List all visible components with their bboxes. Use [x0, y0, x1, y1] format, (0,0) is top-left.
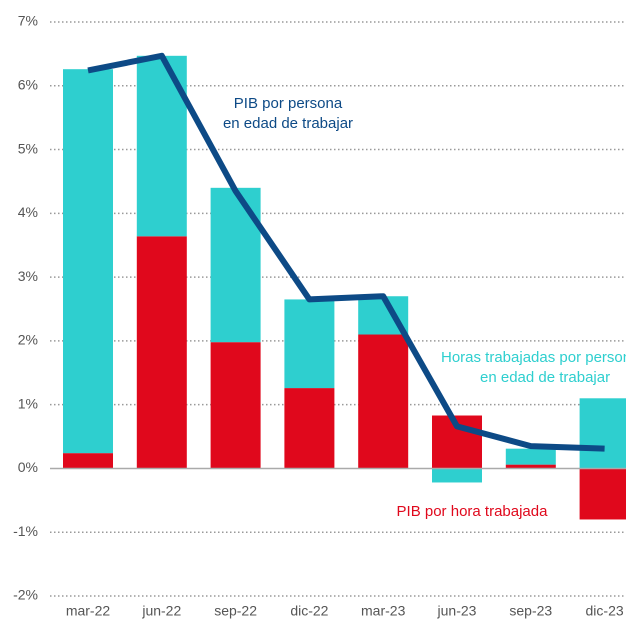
bar [284, 388, 335, 469]
bar [579, 468, 626, 520]
line [87, 52, 605, 452]
bar [210, 342, 261, 469]
bar [505, 448, 556, 465]
x-tick-label: jun-22 [141, 603, 181, 619]
bar [210, 187, 261, 343]
x-tick-label: sep-23 [509, 603, 552, 619]
y-tick-label: 0% [18, 459, 38, 475]
series-label: PIB por persona [234, 95, 343, 112]
bar [136, 236, 187, 469]
y-tick-label: 5% [18, 140, 38, 156]
x-tick-label: mar-23 [361, 603, 406, 619]
y-tick-label: 6% [18, 76, 38, 92]
y-tick-label: 2% [18, 332, 38, 348]
series-label: en edad de trabajar [223, 115, 353, 132]
bar [63, 453, 113, 469]
y-tick-label: -2% [13, 587, 38, 603]
y-tick-label: 3% [18, 268, 38, 284]
y-tick-label: -1% [13, 523, 38, 539]
x-tick-label: jun-23 [437, 603, 477, 619]
series-label: Horas trabajadas por persona [441, 349, 626, 366]
y-tick-label: 7% [18, 13, 38, 29]
bar [505, 464, 556, 469]
bar [579, 398, 626, 469]
y-tick-label: 1% [18, 395, 38, 411]
y-tick-label: 4% [18, 204, 38, 220]
x-tick-label: sep-22 [214, 603, 257, 619]
bar [63, 69, 113, 454]
series-label: en edad de trabajar [480, 369, 610, 386]
bar [284, 299, 335, 389]
bar [358, 334, 409, 469]
x-tick-label: dic-23 [586, 603, 624, 619]
series-label: PIB por hora trabajada [397, 503, 549, 520]
x-tick-label: mar-22 [66, 603, 111, 619]
bar [432, 468, 482, 483]
x-tick-label: dic-22 [290, 603, 328, 619]
